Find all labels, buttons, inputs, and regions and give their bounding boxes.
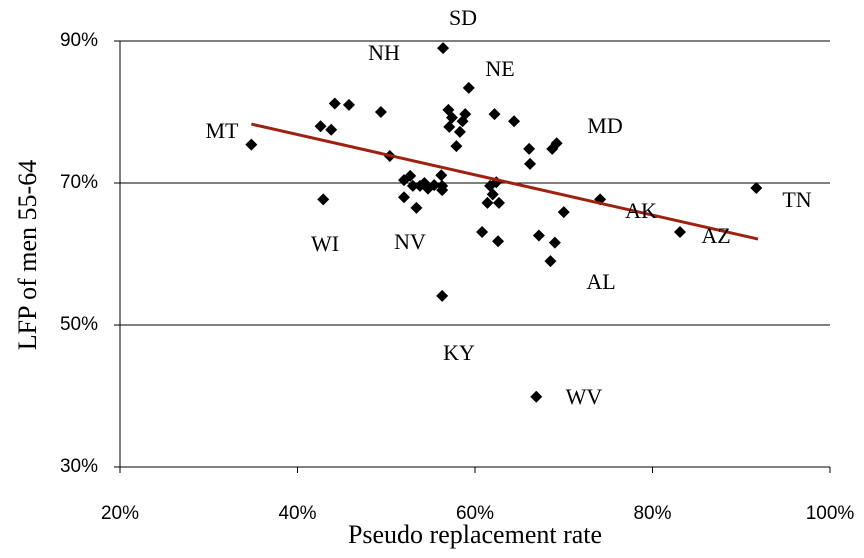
point (374, 106, 387, 118)
point (750, 181, 763, 194)
point (488, 108, 501, 121)
point (557, 206, 570, 219)
point (546, 142, 559, 155)
x-tick-label: 100% (806, 503, 855, 524)
x-tick-label: 80% (633, 503, 671, 524)
point (342, 98, 355, 111)
point (398, 191, 410, 204)
point (524, 157, 537, 170)
point (530, 390, 543, 403)
annotation: NH (368, 40, 400, 65)
point (462, 81, 475, 94)
point (428, 179, 441, 192)
point (486, 188, 499, 201)
point (476, 225, 489, 238)
annotation: AL (586, 269, 615, 294)
annotation: KY (443, 340, 475, 365)
trend-line (251, 122, 759, 241)
y-tick-label: 90% (60, 30, 98, 51)
point (445, 111, 458, 124)
point (548, 236, 561, 249)
annotation: AK (625, 198, 657, 223)
annotation: SD (449, 5, 477, 30)
point (532, 229, 545, 242)
point (325, 123, 338, 136)
y-tick-label: 50% (60, 314, 98, 335)
x-tick-label: 60% (456, 503, 494, 524)
point (436, 289, 449, 302)
x-tick-label: 20% (101, 503, 139, 524)
point (317, 193, 330, 206)
point (404, 169, 417, 182)
annotation: MT (206, 118, 240, 143)
point (443, 120, 456, 133)
point (492, 196, 505, 209)
point (406, 179, 419, 192)
y-tick-label: 30% (60, 456, 98, 477)
point (674, 225, 687, 238)
point (314, 120, 327, 133)
annotation: MD (587, 113, 622, 138)
y-tick-label: 70% (60, 172, 98, 193)
point (245, 138, 258, 151)
point (481, 196, 494, 209)
point (410, 201, 423, 214)
point (418, 177, 431, 189)
point (328, 97, 341, 110)
annotation: WV (566, 384, 603, 409)
point (436, 179, 449, 192)
point (508, 115, 521, 128)
point (492, 235, 505, 248)
point (435, 169, 448, 182)
annotation: TN (782, 187, 811, 212)
point (523, 142, 536, 155)
point (453, 125, 466, 138)
annotation: NV (394, 229, 426, 254)
annotation: WI (311, 231, 339, 256)
annotation: NE (485, 56, 514, 81)
x-axis-title: Pseudo replacement rate (348, 520, 602, 549)
point (450, 140, 463, 153)
point (544, 255, 557, 268)
y-axis-title: LFP of men 55-64 (13, 160, 42, 350)
point (437, 42, 450, 55)
x-tick-label: 40% (278, 503, 316, 524)
point (459, 108, 472, 121)
plot-area: 30% 50% 70% 90% 20% 40% 60% 80% 100% (60, 30, 854, 524)
annotation: AZ (701, 223, 730, 248)
